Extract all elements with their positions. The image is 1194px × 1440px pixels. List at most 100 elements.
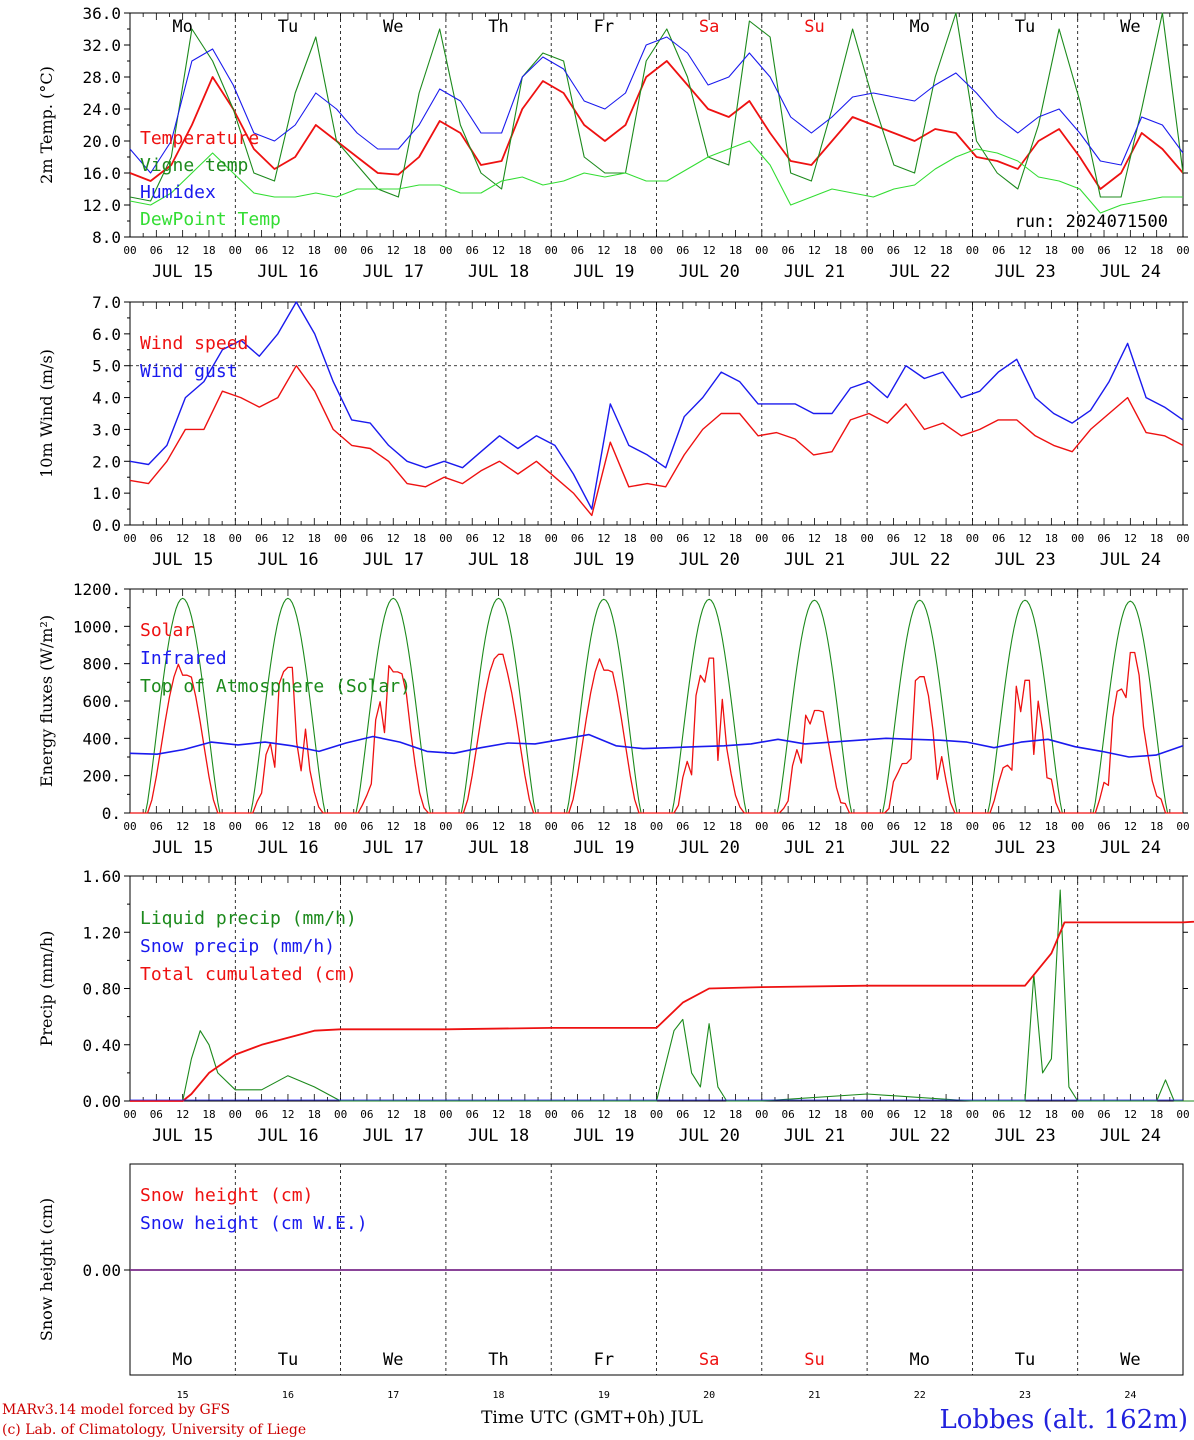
- hour-tick-label: 06: [150, 244, 163, 257]
- panel-0: [129, 12, 1184, 238]
- y-tick-label: 0.80: [82, 980, 121, 999]
- series-liquid-precip: [130, 889, 1194, 1102]
- hour-tick-label: 06: [992, 1108, 1005, 1121]
- series-wind-gust: [129, 301, 1184, 510]
- hour-tick-label: 12: [1124, 532, 1137, 545]
- hour-tick-label: 00: [650, 532, 663, 545]
- hour-tick-label: 12: [281, 532, 294, 545]
- y-axis-0: 8.0 12.0 16.0 20.0 24.0 28.0 32.0 36.0 2m Temp. …: [37, 4, 1188, 247]
- day-number: 20: [703, 1390, 715, 1401]
- hour-tick-label: 18: [1045, 532, 1058, 545]
- hour-tick-label: 06: [992, 532, 1005, 545]
- weekday-label: We: [1120, 1350, 1140, 1370]
- hour-tick-label: 12: [597, 1108, 610, 1121]
- hour-tick-label: 12: [808, 1108, 821, 1121]
- weekday-label: We: [383, 17, 403, 37]
- legend-entry: Snow height (cm W.E.): [140, 1213, 368, 1234]
- hour-tick-label: 06: [782, 1108, 795, 1121]
- hour-tick-label: 00: [755, 820, 768, 833]
- hour-tick-label: 06: [255, 532, 268, 545]
- hour-tick-label: 00: [229, 1108, 242, 1121]
- hour-tick-label: 12: [1018, 244, 1031, 257]
- hour-tick-label: 00: [966, 820, 979, 833]
- day-number: 23: [1019, 1390, 1031, 1401]
- hour-tick-label: 00: [229, 244, 242, 257]
- hour-tick-label: 00: [1071, 532, 1084, 545]
- hour-tick-label: 06: [992, 244, 1005, 257]
- date-label: JUL 24: [1100, 838, 1161, 858]
- legend-entry: Infrared: [140, 648, 227, 669]
- date-label: JUL 20: [678, 262, 739, 282]
- date-label: JUL 24: [1100, 550, 1161, 570]
- hour-tick-label: 00: [545, 244, 558, 257]
- hour-tick-label: 00: [545, 532, 558, 545]
- hour-tick-label: 00: [860, 820, 873, 833]
- date-label: JUL 18: [468, 1126, 529, 1146]
- date-label: JUL 21: [784, 838, 845, 858]
- hour-tick-label: 12: [703, 820, 716, 833]
- hour-tick-label: 12: [1018, 532, 1031, 545]
- hour-tick-label: 00: [1071, 244, 1084, 257]
- hour-tick-label: 12: [387, 1108, 400, 1121]
- weekday-label: Mo: [910, 17, 930, 37]
- hour-tick-label: 18: [413, 532, 426, 545]
- y-axis-3: 0.00 0.40 0.80 1.20 1.60 Precip (mm/h): [37, 867, 1188, 1111]
- series-infrared: [129, 733, 1184, 758]
- hour-tick-label: 00: [229, 820, 242, 833]
- y-axis-label: Snow height (cm): [37, 1198, 56, 1341]
- hour-tick-label: 06: [992, 820, 1005, 833]
- hour-tick-label: 12: [281, 1108, 294, 1121]
- hour-tick-label: 12: [1018, 820, 1031, 833]
- date-label: JUL 21: [784, 550, 845, 570]
- date-label: JUL 17: [363, 262, 424, 282]
- y-tick-label: 800.: [82, 655, 121, 674]
- y-tick-label: 1000.: [73, 617, 121, 636]
- date-label: JUL 19: [573, 1126, 634, 1146]
- legend-entry: Wind speed: [140, 333, 248, 354]
- y-axis-label: Precip (mm/h): [37, 931, 56, 1047]
- panel-frame: [129, 588, 1184, 814]
- date-label: JUL 22: [889, 1126, 950, 1146]
- hour-tick-label: 00: [650, 244, 663, 257]
- hour-tick-label: 06: [1097, 532, 1110, 545]
- hour-tick-label: 12: [281, 244, 294, 257]
- hour-tick-label: 06: [887, 1108, 900, 1121]
- date-label: JUL 15: [152, 550, 213, 570]
- weekday-label: Tu: [1015, 1350, 1035, 1370]
- hour-tick-label: 06: [676, 1108, 689, 1121]
- station-label: Lobbes (alt. 162m): [939, 1405, 1188, 1435]
- hour-tick-label: 12: [703, 244, 716, 257]
- date-label: JUL 21: [784, 1126, 845, 1146]
- hour-tick-label: 12: [176, 532, 189, 545]
- hour-tick-label: 18: [729, 1108, 742, 1121]
- hour-tick-label: 06: [1097, 1108, 1110, 1121]
- weekday-label: Su: [804, 1350, 824, 1370]
- hour-tick-label: 18: [308, 1108, 321, 1121]
- hour-tick-label: 06: [466, 1108, 479, 1121]
- hour-tick-label: 18: [308, 244, 321, 257]
- date-label: JUL 23: [994, 838, 1055, 858]
- hour-tick-label: 06: [360, 1108, 373, 1121]
- legend-entry: Snow precip (mm/h): [140, 936, 335, 957]
- weekday-label: Th: [488, 1350, 508, 1370]
- date-label: JUL 18: [468, 262, 529, 282]
- y-tick-label: 2.0: [92, 452, 121, 471]
- hour-tick-label: 06: [255, 1108, 268, 1121]
- hour-tick-label: 00: [966, 532, 979, 545]
- hour-tick-label: 18: [202, 820, 215, 833]
- hour-tick-label: 12: [492, 532, 505, 545]
- hour-tick-label: 18: [1045, 244, 1058, 257]
- hour-tick-label: 12: [808, 820, 821, 833]
- hour-tick-label: 12: [176, 244, 189, 257]
- date-label: JUL 22: [889, 550, 950, 570]
- panel-2: [129, 588, 1184, 814]
- hour-tick-label: 00: [123, 244, 136, 257]
- hour-tick-label: 00: [545, 1108, 558, 1121]
- legend-entry: Wind gust: [140, 361, 238, 382]
- hour-tick-label: 18: [413, 820, 426, 833]
- date-label: JUL 23: [994, 1126, 1055, 1146]
- hour-tick-label: 06: [466, 244, 479, 257]
- hour-tick-label: 18: [834, 1108, 847, 1121]
- hour-tick-label: 06: [782, 244, 795, 257]
- y-tick-label: 7.0: [92, 293, 121, 312]
